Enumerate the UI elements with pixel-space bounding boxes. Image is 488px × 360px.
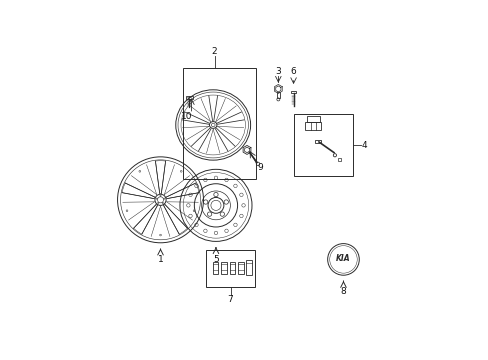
Bar [183,68,256,179]
Text: 5: 5 [213,255,219,264]
Text: 7: 7 [227,295,233,304]
Text: 9: 9 [257,163,263,172]
Text: 10: 10 [181,112,192,121]
Bar [305,122,321,130]
Bar [290,91,295,93]
Bar [238,262,243,274]
Bar [212,262,218,274]
Bar [293,114,352,176]
Bar [246,260,252,275]
Text: KIA: KIA [335,254,350,263]
Bar [315,140,320,143]
Bar [185,96,192,99]
Bar [206,250,254,287]
Bar [229,262,235,274]
Bar [276,92,280,98]
Bar [221,262,226,274]
Text: 6: 6 [290,67,296,76]
Bar [306,116,319,122]
Text: 2: 2 [211,47,217,56]
Text: 4: 4 [361,140,366,149]
Text: 1: 1 [157,255,163,264]
Text: 8: 8 [340,287,346,296]
Bar [337,158,341,161]
Text: 3: 3 [275,67,281,76]
